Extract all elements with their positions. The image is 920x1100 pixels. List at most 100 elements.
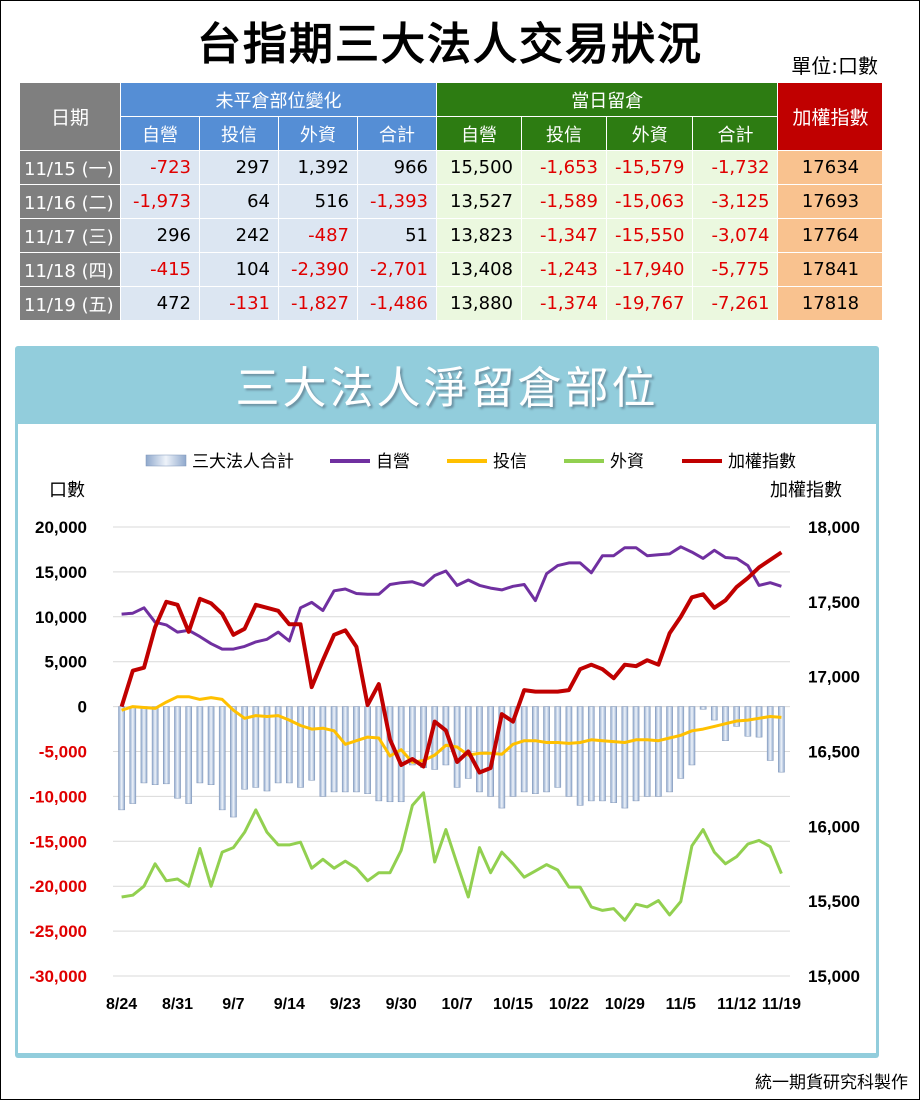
total-bar (353, 706, 360, 793)
x-tick-label: 8/24 (106, 996, 137, 1013)
value-cell: 296 (120, 218, 200, 253)
total-bar (330, 706, 338, 793)
subheader: 投信 (199, 116, 279, 151)
value-cell: 242 (199, 218, 279, 253)
total-bar (666, 706, 673, 793)
table-row: 11/17 (三) 296 242 -487 51 13,823 -1,347 -15,550… (19, 218, 884, 253)
total-bar (710, 706, 718, 721)
total-bar (263, 706, 271, 792)
x-tick-label: 10/29 (605, 996, 645, 1013)
total-bar (520, 706, 528, 793)
total-bar (632, 706, 640, 802)
total-bar (699, 706, 707, 710)
value-cell: 516 (278, 184, 358, 219)
total-bar (196, 706, 204, 784)
total-bar (341, 706, 349, 793)
legend-label: 外資 (610, 452, 644, 471)
total-bar (364, 706, 371, 794)
total-bar (409, 706, 416, 766)
total-bar (621, 706, 629, 809)
value-cell: -2,390 (278, 252, 358, 287)
legend-label: 投信 (493, 452, 527, 471)
total-bar (319, 706, 327, 797)
total-bar (308, 706, 316, 781)
value-cell: -131 (199, 286, 279, 321)
index-cell: 17841 (777, 252, 884, 287)
y-tick-label: 10,000 (35, 608, 87, 627)
subheader: 外資 (605, 116, 694, 151)
total-bar (241, 706, 248, 790)
group-header-holding: 當日留倉 (435, 82, 779, 117)
subheader: 自營 (120, 116, 200, 151)
value-cell: -17,940 (605, 252, 694, 287)
x-tick-label: 11/19 (762, 996, 801, 1013)
value-cell: -723 (120, 150, 200, 185)
x-tick-label: 10/22 (549, 996, 589, 1013)
total-bar (643, 706, 651, 797)
value-cell: -1,653 (521, 150, 607, 185)
value-cell: -15,579 (605, 150, 694, 185)
y-tick-label: 20,000 (35, 518, 87, 537)
date-header: 日期 (19, 82, 121, 151)
date-cell: 11/16 (二) (19, 184, 121, 219)
y2-tick-label: 17,000 (808, 668, 860, 687)
total-bar (565, 706, 573, 797)
total-bar (375, 706, 383, 802)
total-bar (554, 706, 562, 788)
date-cell: 11/18 (四) (19, 252, 121, 287)
total-bar (274, 706, 282, 784)
total-bar (587, 706, 595, 802)
legend-swatch-bar (145, 454, 187, 467)
table-row: 11/16 (二) -1,973 64 516 -1,393 13,527 -1,589 -1… (19, 184, 884, 219)
value-cell: 966 (357, 150, 437, 185)
value-cell: -15,063 (605, 184, 694, 219)
value-cell: 13,823 (436, 218, 522, 253)
total-bar (252, 706, 260, 788)
subheader: 合計 (692, 116, 779, 151)
y-tick-label: -15,000 (29, 832, 87, 851)
total-bar (129, 706, 137, 804)
table-row: 11/15 (一) -723 297 1,392 966 15,500 -1,653 -15,… (19, 150, 884, 185)
subheader: 自營 (436, 116, 522, 151)
date-cell: 11/19 (五) (19, 286, 121, 321)
total-bar (118, 706, 125, 811)
subheader: 外資 (278, 116, 358, 151)
y2-tick-label: 15,500 (808, 892, 860, 911)
value-cell: -5,775 (692, 252, 779, 287)
total-bar (755, 706, 763, 738)
index-line (119, 550, 783, 775)
foreign-line (121, 791, 783, 922)
total-bar (174, 706, 181, 799)
value-cell: 297 (199, 150, 279, 185)
total-bar (599, 706, 606, 802)
value-cell: -1,347 (521, 218, 607, 253)
value-cell: -1,827 (278, 286, 358, 321)
total-bar (543, 706, 550, 793)
value-cell: -415 (120, 252, 200, 287)
value-cell: -19,767 (605, 286, 694, 321)
y-tick-label: -5,000 (39, 743, 87, 762)
value-cell: -1,973 (120, 184, 200, 219)
total-bar (498, 706, 506, 809)
x-tick-label: 9/30 (386, 996, 417, 1013)
x-tick-label: 9/7 (222, 996, 244, 1013)
date-cell: 11/15 (一) (19, 150, 121, 185)
total-bar (576, 706, 584, 806)
y-tick-label: -30,000 (29, 967, 87, 986)
total-bar (185, 706, 193, 804)
y-tick-label: -25,000 (29, 922, 87, 941)
value-cell: 64 (199, 184, 279, 219)
value-cell: -487 (278, 218, 358, 253)
x-tick-label: 9/23 (330, 996, 361, 1013)
net-position-chart: 20,000 15,000 10,000 5,000 0 -5,000 -10,000 -15… (29, 452, 860, 1013)
value-cell: -1,486 (357, 286, 437, 321)
total-bar (464, 706, 472, 779)
x-tick-label: 8/31 (162, 996, 193, 1013)
value-cell: 472 (120, 286, 200, 321)
x-tick-label: 10/15 (493, 996, 533, 1013)
value-cell: 104 (199, 252, 279, 287)
value-cell: -1,243 (521, 252, 607, 287)
value-cell: 13,880 (436, 286, 522, 321)
y-tick-label: -20,000 (29, 877, 87, 896)
total-bar (766, 706, 774, 761)
